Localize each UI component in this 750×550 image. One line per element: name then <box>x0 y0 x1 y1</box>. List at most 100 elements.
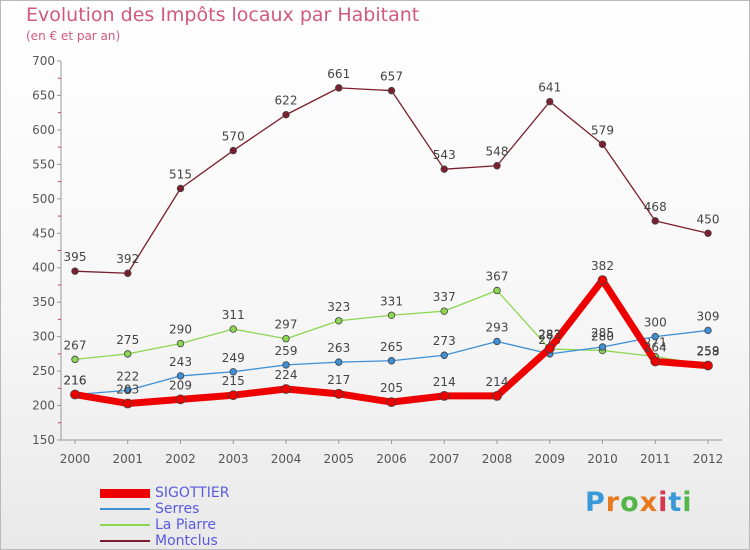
data-point-serres <box>335 358 343 366</box>
x-tick-label: 2007 <box>429 452 460 466</box>
data-label-montclus: 622 <box>275 94 298 108</box>
legend-swatch <box>100 524 150 526</box>
legend-swatch <box>100 508 150 510</box>
data-point-serres <box>229 368 237 376</box>
data-point-montclus <box>229 146 237 155</box>
data-label-la-piarre: 275 <box>116 333 139 347</box>
legend-item-la-piarre[interactable]: La Piarre <box>100 517 320 534</box>
data-label-sigottier: 205 <box>380 381 403 395</box>
data-label-la-piarre: 290 <box>169 323 192 337</box>
data-point-la-piarre <box>335 317 343 325</box>
logo-letter: x <box>639 487 659 518</box>
data-point-serres <box>440 351 448 359</box>
data-label-serres: 309 <box>697 309 720 323</box>
legend-swatch <box>100 540 150 542</box>
data-label-sigottier: 217 <box>327 373 350 387</box>
data-point-serres <box>176 372 185 380</box>
data-point-serres <box>124 386 132 395</box>
data-label-la-piarre: 259 <box>697 344 720 358</box>
data-point-sigottier <box>544 343 555 354</box>
data-label-montclus: 548 <box>486 145 509 159</box>
data-label-serres: 300 <box>644 316 667 330</box>
legend-label: Serres <box>155 501 200 517</box>
data-label-montclus: 661 <box>327 67 350 81</box>
data-point-montclus <box>282 111 290 119</box>
data-point-montclus <box>387 86 396 95</box>
legend-item-sigottier[interactable]: SIGOTTIER <box>100 485 320 502</box>
data-label-serres: 216 <box>64 374 87 388</box>
data-label-montclus: 450 <box>697 212 720 226</box>
data-point-sigottier <box>439 390 450 401</box>
data-point-serres <box>598 343 607 351</box>
data-label-montclus: 392 <box>116 252 139 266</box>
y-tick-label: 600 <box>32 123 55 137</box>
data-point-la-piarre <box>124 350 132 358</box>
data-label-la-piarre: 331 <box>380 294 403 308</box>
data-point-montclus <box>493 162 501 170</box>
data-point-serres <box>387 357 396 365</box>
data-label-serres: 265 <box>380 340 403 354</box>
data-point-montclus <box>335 84 343 92</box>
chart-title: Evolution des Impôts locaux par Habitant <box>26 4 420 26</box>
data-point-sigottier <box>386 397 397 408</box>
data-point-sigottier <box>175 394 186 405</box>
data-point-montclus <box>651 217 659 225</box>
logo-letter: P <box>585 487 606 518</box>
data-label-sigottier: 382 <box>591 259 614 273</box>
chart-subtitle: (en € et par an) <box>26 29 121 43</box>
y-tick-label: 700 <box>32 54 55 68</box>
x-tick-label: 2009 <box>534 452 565 466</box>
data-point-sigottier <box>703 360 713 371</box>
data-label-la-piarre: 323 <box>327 300 350 314</box>
data-label-serres: 243 <box>169 355 192 369</box>
data-label-la-piarre: 297 <box>275 318 298 332</box>
data-point-la-piarre <box>71 355 79 364</box>
data-label-sigottier: 216 <box>64 374 87 388</box>
legend-label: La Piarre <box>155 517 217 533</box>
data-point-sigottier <box>122 398 133 409</box>
legend-item-montclus[interactable]: Montclus <box>100 533 320 550</box>
data-label-montclus: 657 <box>380 70 403 84</box>
x-tick-label: 2011 <box>640 452 671 466</box>
data-label-serres: 259 <box>275 344 298 358</box>
y-tick-label: 550 <box>32 157 55 171</box>
data-point-la-piarre <box>387 311 396 319</box>
data-point-montclus <box>71 267 79 275</box>
y-tick-label: 350 <box>32 295 55 309</box>
legend-label: Montclus <box>155 533 218 549</box>
data-point-montclus <box>546 97 554 106</box>
legend-swatch <box>100 488 150 498</box>
data-point-serres <box>493 337 501 346</box>
y-tick-label: 300 <box>32 330 55 344</box>
legend-item-serres[interactable]: Serres <box>100 501 320 518</box>
data-point-serres <box>704 326 712 335</box>
data-label-montclus: 468 <box>644 200 667 214</box>
x-tick-label: 2008 <box>482 452 513 466</box>
data-label-montclus: 395 <box>64 250 87 264</box>
data-point-montclus <box>440 165 448 173</box>
logo-letter: t <box>668 487 683 518</box>
data-point-sigottier <box>333 388 344 399</box>
y-tick-label: 150 <box>32 433 55 447</box>
data-label-la-piarre: 271 <box>644 336 667 350</box>
data-label-serres: 293 <box>486 320 509 334</box>
data-point-montclus <box>176 184 185 193</box>
data-label-la-piarre: 280 <box>591 329 614 343</box>
data-label-la-piarre: 311 <box>222 308 245 322</box>
data-point-la-piarre <box>176 339 185 348</box>
y-tick-label: 450 <box>32 226 55 240</box>
data-label-la-piarre: 337 <box>433 290 456 304</box>
data-label-serres: 285 <box>591 326 614 340</box>
data-point-sigottier <box>597 275 608 286</box>
data-label-serres: 249 <box>222 351 245 365</box>
data-label-montclus: 641 <box>538 81 561 95</box>
x-tick-label: 2005 <box>323 452 354 466</box>
data-point-sigottier <box>70 389 80 400</box>
data-label-montclus: 570 <box>222 130 245 144</box>
x-tick-label: 2004 <box>271 452 302 466</box>
logo-letter: o <box>620 487 640 518</box>
y-tick-label: 650 <box>32 88 55 102</box>
legend-label: SIGOTTIER <box>155 485 230 501</box>
data-point-la-piarre <box>229 325 237 333</box>
x-tick-label: 2001 <box>112 452 143 466</box>
